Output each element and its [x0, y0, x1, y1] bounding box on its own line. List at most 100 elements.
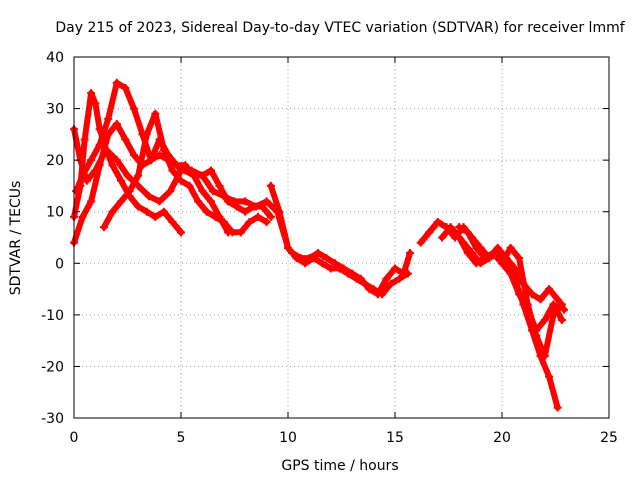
data-point [87, 156, 96, 165]
data-point [99, 223, 108, 232]
data-point [95, 161, 104, 170]
data-point [472, 259, 481, 268]
data-point [104, 114, 113, 123]
series-line [71, 90, 184, 236]
series-track-7 [288, 248, 414, 299]
data-point [545, 372, 554, 381]
x-axis-label: GPS time / hours [281, 458, 398, 474]
ticks [73, 56, 610, 419]
data-point [395, 274, 404, 283]
data-point [553, 403, 562, 412]
data-point [245, 218, 254, 227]
data-point [112, 120, 121, 129]
data-point [549, 310, 558, 319]
data-point [134, 171, 143, 180]
data-point [506, 269, 515, 278]
y-tick-label: 30 [46, 102, 64, 118]
data-point [266, 212, 275, 221]
data-point [523, 300, 532, 309]
y-tick-label: 0 [55, 256, 64, 272]
data-point [117, 197, 126, 206]
series-track-11 [455, 223, 566, 361]
data-point [117, 176, 126, 185]
data-point [553, 295, 562, 304]
y-tick-label: -30 [41, 411, 64, 427]
series-track-5 [99, 109, 271, 237]
data-point [463, 248, 472, 257]
data-point [527, 290, 536, 299]
data-point [224, 197, 233, 206]
x-tick-label: 25 [600, 430, 618, 446]
data-point [112, 156, 121, 165]
data-point [108, 161, 117, 170]
data-point [433, 218, 442, 227]
data-point [177, 228, 185, 237]
data-point [194, 197, 203, 206]
data-point [209, 187, 218, 196]
data-point [91, 99, 100, 108]
data-point [206, 197, 215, 206]
data-point [313, 248, 322, 257]
data-point [228, 228, 237, 237]
data-point [438, 233, 447, 242]
data-point [168, 166, 177, 175]
data-point [87, 89, 96, 98]
y-tick-label: -10 [41, 308, 64, 324]
data-point [322, 254, 331, 263]
grid [74, 57, 609, 418]
chart-title: Day 215 of 2023, Sidereal Day-to-day VTE… [55, 20, 625, 36]
data-point [557, 300, 566, 309]
y-tick-label: 10 [46, 205, 64, 221]
data-point [472, 243, 481, 252]
data-point [211, 212, 220, 221]
data-point [151, 212, 160, 221]
x-tick-label: 5 [177, 430, 186, 446]
data-point [480, 254, 489, 263]
x-tick-label: 20 [493, 430, 511, 446]
data-point [104, 130, 113, 139]
data-point [510, 264, 519, 273]
data-point [536, 295, 545, 304]
data-point [348, 269, 357, 278]
y-tick-label: 20 [46, 153, 64, 169]
data-point [78, 212, 87, 221]
data-point [455, 223, 464, 232]
data-point [155, 197, 164, 206]
data-point [142, 207, 151, 216]
x-tick-labels: 0 5 10 15 20 25 [70, 430, 618, 446]
data-point [123, 171, 132, 180]
data-point [249, 202, 258, 211]
x-tick-label: 10 [279, 430, 297, 446]
data-point [365, 285, 374, 294]
data-point [463, 228, 472, 237]
data-point [275, 207, 284, 216]
data-point [288, 248, 297, 257]
y-tick-label: 40 [46, 50, 64, 66]
data-point [166, 187, 175, 196]
data-point [489, 248, 498, 257]
data-point [198, 187, 207, 196]
y-axis-label: SDTVAR / TECUs [8, 181, 24, 296]
x-tick-label: 0 [70, 430, 79, 446]
y-tick-labels: -30 -20 -10 0 10 20 30 40 [41, 50, 64, 427]
data-point [215, 181, 224, 190]
data-point [121, 135, 130, 144]
data-point [545, 285, 554, 294]
data-point [129, 150, 138, 159]
data-point [185, 181, 194, 190]
data-point [262, 218, 271, 227]
data-point [266, 181, 275, 190]
data-point [540, 352, 549, 361]
series-group [70, 78, 569, 412]
data-point [382, 274, 391, 283]
data-point [198, 171, 207, 180]
data-point [80, 135, 89, 144]
data-point [540, 316, 549, 325]
data-point [284, 243, 292, 252]
data-point [219, 218, 228, 227]
data-point [326, 264, 335, 273]
data-point [125, 187, 134, 196]
data-point [549, 300, 558, 309]
data-point [498, 259, 506, 268]
